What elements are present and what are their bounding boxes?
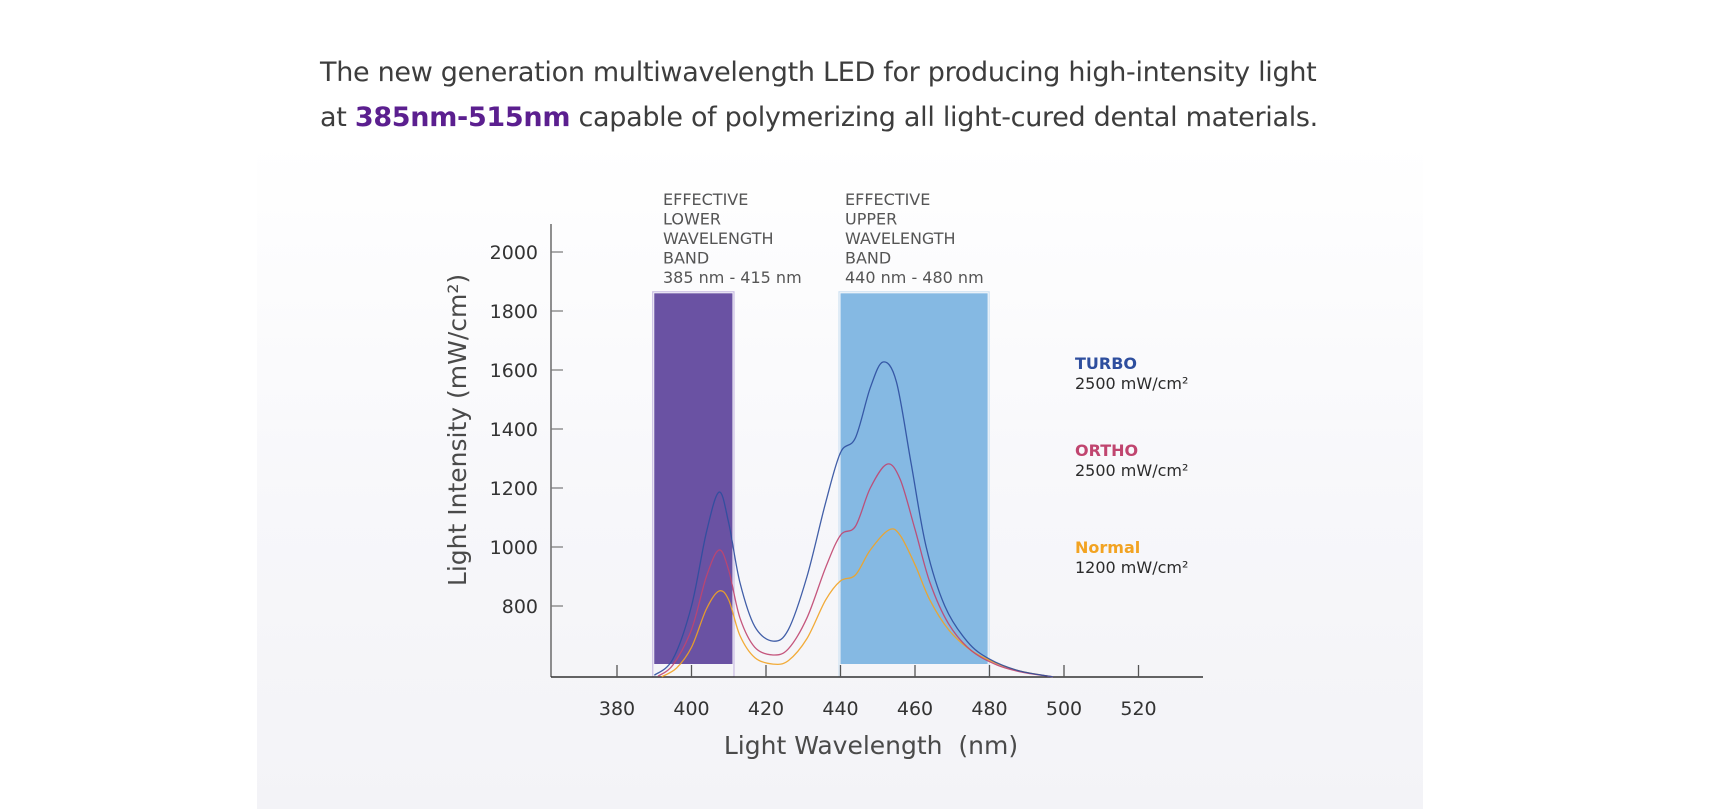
y-tick-label: 1200 <box>490 478 538 500</box>
legend-name-normal: Normal <box>1075 538 1140 557</box>
headline-line-2-suffix: capable of polymerizing all light-cured … <box>570 102 1318 133</box>
band-label-lower-line: 385 nm - 415 nm <box>663 268 802 287</box>
y-axis-title: Light Intensity (mW/cm²) <box>443 274 472 586</box>
band-label-lower-line: LOWER <box>663 210 721 229</box>
x-tick-label: 440 <box>822 698 858 720</box>
y-tick-label: 800 <box>502 596 538 618</box>
series-line-turbo <box>653 361 1053 678</box>
x-axis-title: Light Wavelength (nm) <box>724 731 1018 760</box>
band-label-upper-line: UPPER <box>845 210 897 229</box>
series-line-normal <box>661 528 1053 678</box>
x-tick-label: 380 <box>599 698 635 720</box>
chart-panel <box>257 141 1423 809</box>
x-ticks: 380 400 420 440 460 480 500 520 <box>599 665 1157 720</box>
series-lines <box>653 361 1053 678</box>
series-line-ortho <box>657 463 1053 678</box>
x-tick-label: 460 <box>897 698 933 720</box>
legend-value-turbo: 2500 mW/cm² <box>1075 374 1188 393</box>
legend-value-ortho: 2500 mW/cm² <box>1075 461 1188 480</box>
band-label-lower-line: EFFECTIVE <box>663 190 748 209</box>
legend-value-normal: 1200 mW/cm² <box>1075 558 1188 577</box>
band-label-upper-line: EFFECTIVE <box>845 190 930 209</box>
x-tick-label: 400 <box>673 698 709 720</box>
band-label-upper-line: 440 nm - 480 nm <box>845 268 984 287</box>
y-ticks: 800 1000 1200 1400 1600 1800 2000 <box>490 242 563 618</box>
axes <box>550 224 1203 678</box>
band-lower <box>654 293 733 664</box>
y-tick-label: 1400 <box>490 419 538 441</box>
wavelength-bands <box>652 291 990 678</box>
legend-name-ortho: ORTHO <box>1075 441 1138 460</box>
legend-name-turbo: TURBO <box>1075 354 1137 373</box>
headline: The new generation multiwavelength LED f… <box>320 50 1400 140</box>
x-tick-label: 520 <box>1120 698 1156 720</box>
band-label-upper-line: WAVELENGTH <box>845 229 956 248</box>
headline-line-1: The new generation multiwavelength LED f… <box>320 57 1317 88</box>
x-tick-label: 480 <box>971 698 1007 720</box>
y-tick-label: 1800 <box>490 301 538 323</box>
x-tick-label: 420 <box>748 698 784 720</box>
x-tick-label: 500 <box>1046 698 1082 720</box>
y-tick-label: 1000 <box>490 537 538 559</box>
y-tick-label: 1600 <box>490 360 538 382</box>
y-tick-label: 2000 <box>490 242 538 264</box>
headline-line-2-prefix: at <box>320 102 355 133</box>
headline-wavelength-range: 385nm-515nm <box>354 102 571 133</box>
band-label-lower-line: BAND <box>663 249 709 268</box>
band-label-upper-line: BAND <box>845 249 891 268</box>
band-label-lower-line: WAVELENGTH <box>663 229 774 248</box>
